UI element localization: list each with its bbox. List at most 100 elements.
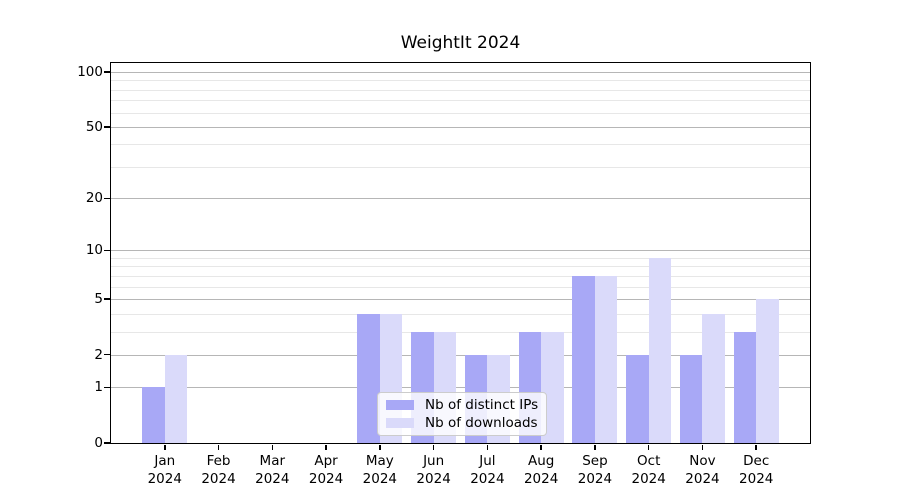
x-tick-mark — [217, 445, 220, 450]
x-tick-month: Dec — [743, 453, 770, 469]
legend: Nb of distinct IPs Nb of downloads — [377, 392, 547, 436]
y-tick-mark — [104, 197, 110, 200]
x-tick-mark — [164, 445, 166, 450]
x-tick-mark — [379, 445, 381, 450]
x-tick-month: Apr — [314, 453, 338, 469]
x-tick-year: 2024 — [577, 471, 613, 487]
y-gridline-minor — [111, 144, 810, 146]
x-tick-label: Oct 2024 — [617, 452, 681, 488]
y-tick-label: 10 — [85, 242, 103, 259]
y-gridline-minor — [111, 275, 810, 277]
y-gridline-minor — [111, 112, 810, 114]
y-gridline-major — [111, 354, 810, 356]
bar-downloads-oct — [648, 257, 672, 443]
bar-downloads-sep — [594, 275, 618, 443]
x-tick-mark — [325, 445, 327, 450]
y-gridline-major — [111, 298, 810, 300]
x-tick-month: Aug — [527, 453, 555, 469]
x-tick-mark — [701, 445, 704, 450]
y-gridline-minor — [111, 257, 810, 259]
y-gridline-minor — [111, 89, 810, 91]
y-gridline-minor — [111, 80, 810, 82]
x-tick-year: 2024 — [685, 471, 720, 487]
bar-distinct-ips-jan — [142, 387, 165, 443]
legend-item-distinct-ips: Nb of distinct IPs — [386, 397, 538, 413]
x-tick-label: Jul 2024 — [455, 452, 519, 488]
x-tick-label: Jun 2024 — [402, 452, 466, 488]
bar-downloads-jan — [164, 354, 188, 443]
y-gridline-major — [111, 198, 810, 200]
y-gridline-minor — [111, 286, 810, 288]
y-tick-mark — [104, 126, 110, 128]
y-gridline-major — [111, 387, 810, 389]
y-tick-label: 5 — [94, 290, 103, 307]
x-tick-label: Sep 2024 — [563, 452, 627, 488]
bar-distinct-ips-may — [357, 313, 380, 443]
x-tick-year: 2024 — [201, 471, 236, 487]
y-tick-mark — [104, 353, 110, 356]
bar-distinct-ips-dec — [733, 331, 757, 443]
y-tick-label: 1 — [94, 379, 103, 396]
x-tick-label: Jan 2024 — [133, 452, 197, 488]
x-tick-mark — [594, 445, 596, 450]
y-tick-mark — [104, 298, 110, 300]
bar-distinct-ips-sep — [572, 275, 595, 443]
y-tick-label: 100 — [77, 64, 103, 81]
x-tick-month: Sep — [582, 453, 608, 469]
y-gridline-minor — [111, 331, 810, 333]
bar-downloads-nov — [702, 313, 725, 443]
y-gridline-minor — [111, 166, 810, 168]
x-tick-year: 2024 — [147, 471, 182, 487]
x-tick-mark — [271, 445, 274, 450]
x-tick-month: Jun — [423, 453, 445, 469]
x-tick-mark — [486, 445, 489, 450]
y-tick-label: 2 — [94, 346, 103, 363]
x-tick-label: Mar 2024 — [240, 452, 304, 488]
x-tick-year: 2024 — [470, 471, 505, 487]
y-tick-mark — [104, 71, 110, 73]
x-tick-label: Dec 2024 — [724, 452, 788, 488]
bar-distinct-ips-oct — [626, 354, 649, 443]
x-tick-year: 2024 — [255, 471, 290, 487]
y-tick-mark — [104, 249, 110, 251]
x-tick-year: 2024 — [523, 471, 559, 487]
x-tick-month: Jul — [479, 453, 496, 469]
y-gridline-minor — [111, 266, 810, 268]
y-tick-label: 50 — [85, 118, 103, 135]
y-tick-label: 0 — [94, 435, 103, 451]
x-tick-label: Feb 2024 — [187, 452, 251, 488]
y-tick-label: 20 — [85, 190, 103, 207]
x-tick-month: Oct — [637, 453, 661, 469]
x-tick-label: May 2024 — [348, 452, 412, 488]
legend-swatch-distinct-ips-icon — [386, 400, 414, 410]
x-tick-label: Nov 2024 — [670, 452, 734, 488]
legend-label-distinct-ips: Nb of distinct IPs — [425, 397, 539, 413]
x-tick-month: May — [365, 453, 394, 469]
legend-item-downloads: Nb of downloads — [386, 415, 538, 431]
x-tick-month: Feb — [206, 453, 231, 469]
x-tick-year: 2024 — [631, 471, 666, 487]
x-tick-month: Jan — [154, 453, 176, 469]
x-tick-month: Mar — [259, 453, 286, 469]
x-tick-year: 2024 — [362, 471, 398, 487]
x-tick-year: 2024 — [308, 471, 344, 487]
y-gridline-major — [111, 126, 810, 128]
legend-swatch-downloads-icon — [386, 418, 414, 428]
y-tick-mark — [104, 386, 110, 389]
x-tick-month: Nov — [689, 453, 716, 469]
x-tick-label: Apr 2024 — [294, 452, 358, 488]
legend-label-downloads: Nb of downloads — [425, 415, 538, 431]
y-tick-mark — [104, 442, 110, 444]
bar-downloads-dec — [756, 298, 779, 443]
chart-title: WeightIt 2024 — [400, 33, 521, 53]
x-tick-mark — [432, 445, 435, 450]
y-gridline-major — [111, 72, 810, 74]
bar-distinct-ips-nov — [679, 354, 703, 443]
plot-area — [110, 62, 811, 444]
y-gridline-minor — [111, 313, 810, 315]
x-tick-year: 2024 — [416, 471, 451, 487]
y-gridline-major — [111, 250, 810, 252]
x-tick-mark — [755, 445, 757, 450]
y-gridline-minor — [111, 100, 810, 102]
